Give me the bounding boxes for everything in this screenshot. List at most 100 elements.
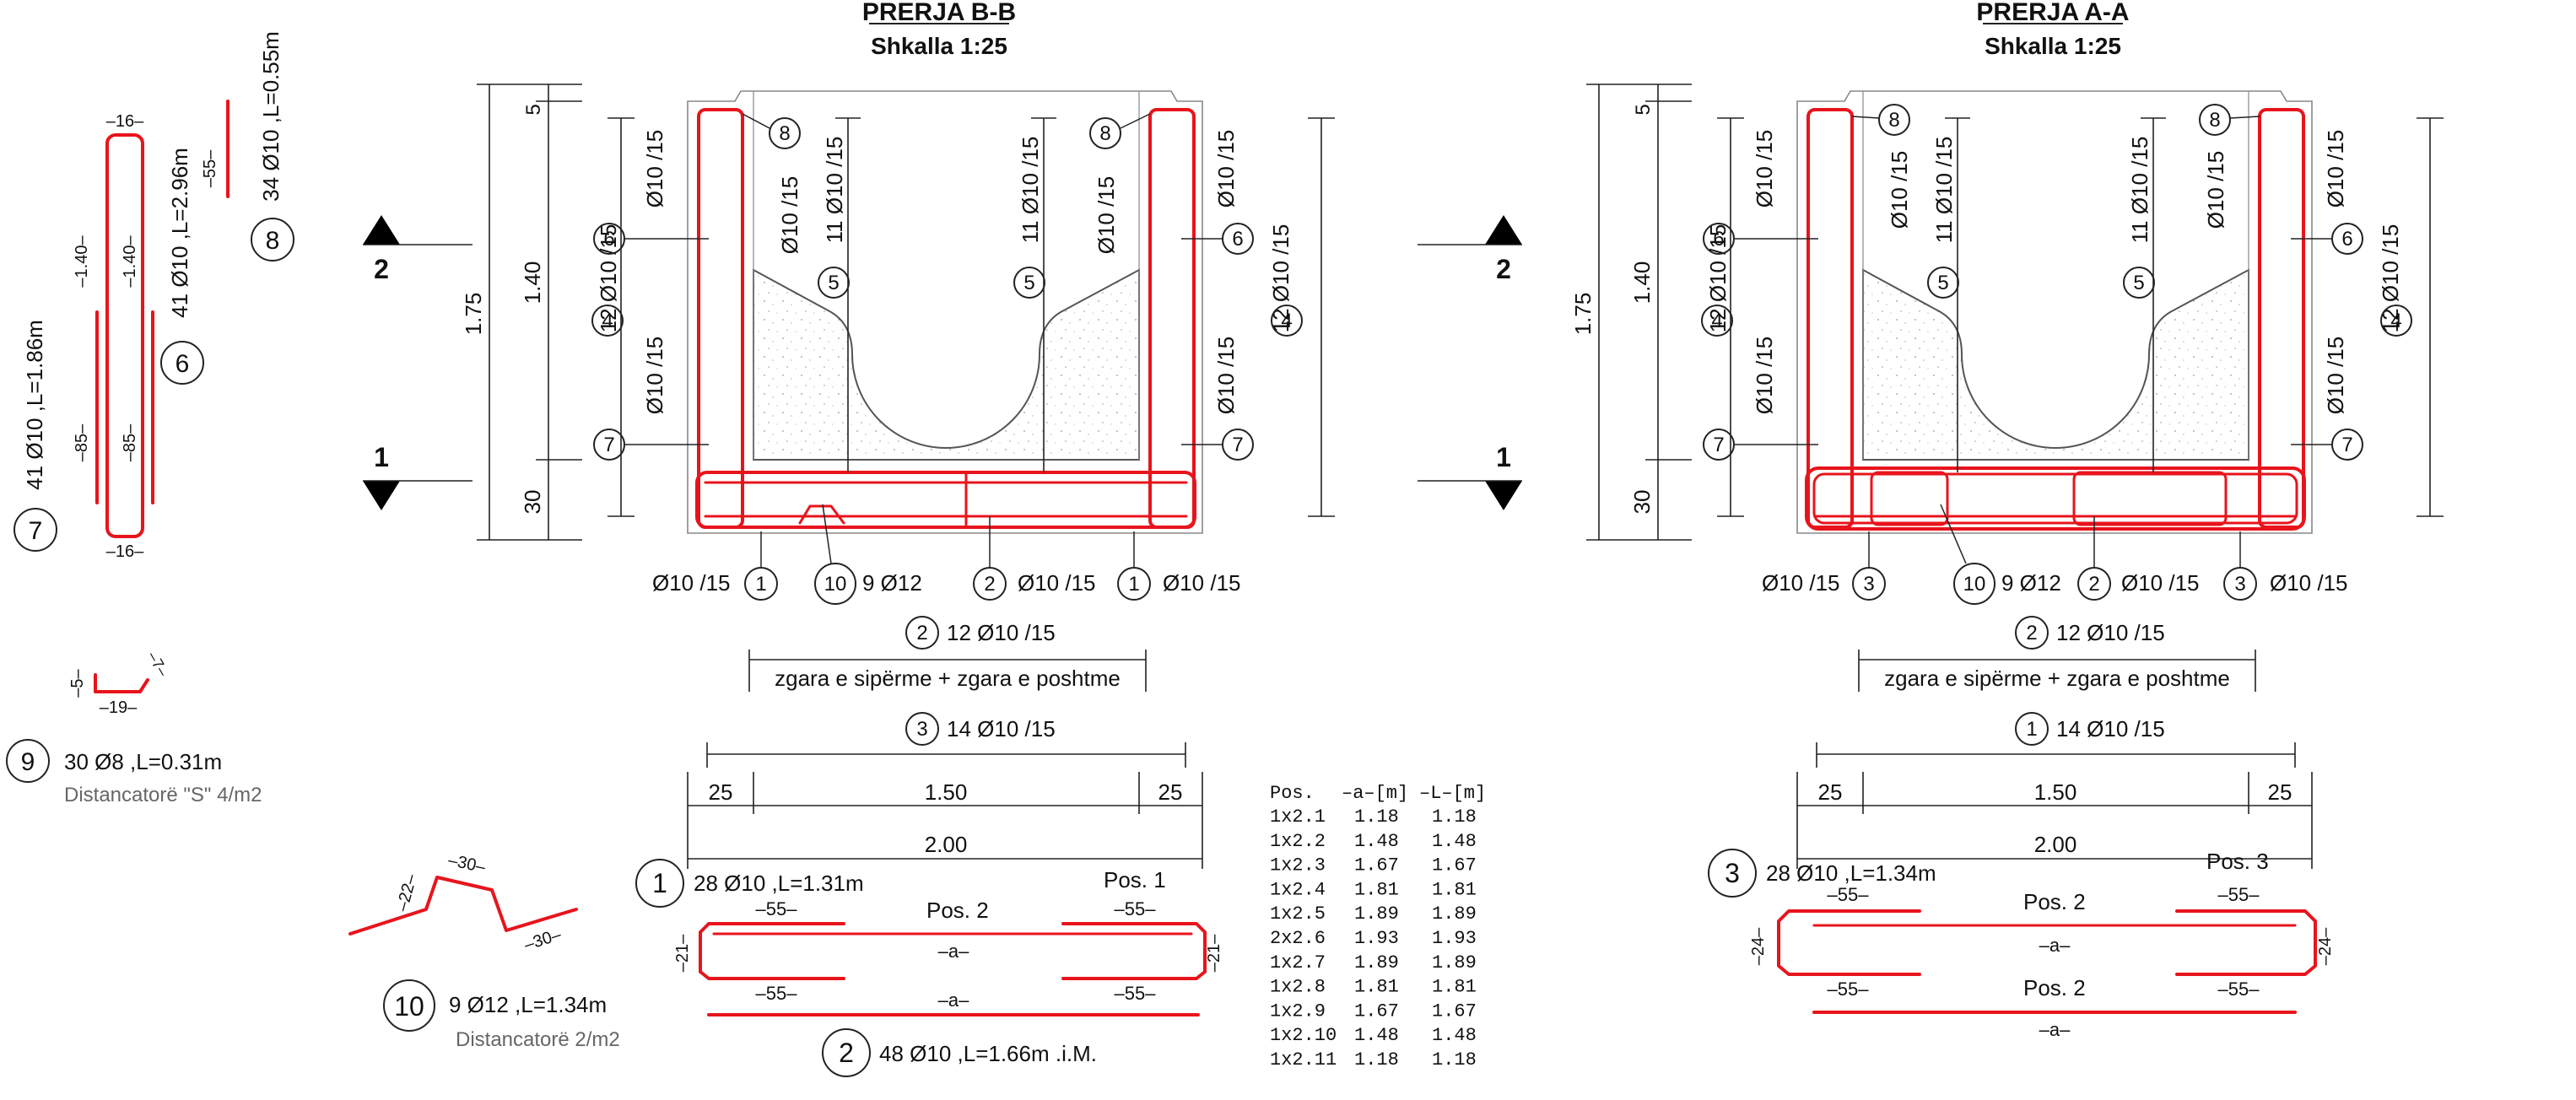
section-bb-title: PRERJA B-B (862, 0, 1016, 26)
table-cell-pos: 2x2.6 (1270, 928, 1326, 949)
bar-7-top-length: –16– (106, 112, 144, 131)
table-cell-a: 1.48 (1354, 1025, 1399, 1046)
section-mark-down-icon (1485, 481, 1522, 510)
dim-cover: 5 (1632, 104, 1655, 115)
position-number: 7 (1232, 434, 1243, 456)
bar-3-label: Pos. 3 (2206, 849, 2269, 874)
bar-9-hook: –7– (144, 649, 171, 679)
bar-6-side-length: –1.40– (121, 235, 139, 288)
table-cell-l: 1.18 (1432, 1049, 1477, 1070)
lap-length: –55– (1828, 979, 1870, 1000)
position-number: 5 (2133, 272, 2144, 294)
dim-slab: 30 (520, 490, 545, 515)
bar-7-description: 41 Ø10 ,L=1.86m (22, 320, 47, 490)
position-number: 3 (1725, 858, 1740, 888)
table-cell-a: 1.67 (1354, 855, 1399, 876)
bar-9-shape (94, 673, 149, 693)
table-cell-pos: 1x2.11 (1270, 1049, 1337, 1070)
table-cell-l: 1.67 (1432, 855, 1477, 876)
position-number: 4 (2390, 310, 2401, 332)
position-number: 6 (603, 228, 614, 251)
position-marker-10 (383, 979, 435, 1032)
bar-height: –21– (673, 934, 692, 972)
dim-25-right: 25 (2268, 779, 2292, 805)
table-cell-pos: 1x2.1 (1270, 806, 1326, 828)
position-number: 6 (1232, 228, 1243, 251)
table-cell-a: 1.93 (1354, 928, 1399, 949)
position-marker-2 (822, 1028, 871, 1077)
bar-2-description: 48 Ø10 ,L=1.66m .i.M. (879, 1041, 1097, 1066)
rebar-callout: 12 Ø10 /15 (596, 224, 621, 333)
position-number: 7 (29, 517, 43, 545)
table-cell-pos: 1x2.7 (1270, 952, 1326, 973)
table-cell-l: 1.89 (1432, 952, 1477, 973)
bar-10-note: Distancatorë 2/m2 (456, 1028, 620, 1051)
position-marker-6 (160, 341, 204, 385)
position-number: 2 (839, 1038, 854, 1068)
position-number: 8 (2209, 109, 2220, 132)
section-mark-label: 1 (1496, 442, 1511, 472)
rebar-callout: Ø10 /15 (2203, 151, 2228, 229)
dim-height-total: 1.75 (1570, 293, 1596, 336)
position-number: 4 (1281, 310, 1292, 332)
rebar-callout: Ø10 /15 (1213, 337, 1239, 415)
table-cell-l: 1.89 (1432, 903, 1477, 925)
dim-150: 1.50 (2034, 779, 2077, 805)
rebar-callout: 11 Ø10 /15 (2127, 137, 2152, 244)
table-cell-a: 1.89 (1354, 952, 1399, 973)
rebar-callout: 12 Ø10 /15 (2056, 620, 2165, 645)
rebar-callout: Ø10 /15 (1762, 570, 1840, 596)
section-aa-title: PRERJA A-A (1976, 0, 2129, 26)
rebar-callout: Ø10 /15 (642, 130, 667, 208)
rebar-callout: Ø10 /15 (652, 570, 731, 596)
position-number: 8 (1888, 109, 1899, 132)
bar-1-description: 28 Ø10 ,L=1.31m (694, 871, 864, 896)
rebar-callout: Ø10 /15 (1018, 570, 1096, 596)
position-number: 10 (824, 573, 847, 596)
table-cell-l: 1.48 (1432, 831, 1477, 852)
bar-8-length: –55– (201, 149, 219, 187)
rebar-callout: 9 Ø12 (2001, 570, 2061, 596)
rebar-callout: 11 Ø10 /15 (822, 137, 847, 244)
bar-9-base: –19– (100, 698, 138, 717)
section-aa-scale: Shkalla 1:25 (1985, 33, 2121, 59)
position-marker-9 (6, 739, 50, 783)
position-number: 1 (652, 868, 667, 898)
section-mark-up-icon (363, 215, 400, 245)
table-cell-pos: 1x2.8 (1270, 977, 1326, 998)
table-header: Pos. (1270, 783, 1315, 804)
bar-2-label: Pos. 2 (926, 898, 989, 923)
rebar-callout: Ø10 /15 (1887, 151, 1912, 229)
grid-note: zgara e sipërme + zgara e poshtme (775, 666, 1121, 691)
dim-cover: 5 (522, 104, 545, 115)
rebar-callout: Ø10 /15 (2323, 130, 2348, 208)
position-number: 6 (1713, 228, 1724, 251)
bar-height: –24– (2316, 927, 2335, 965)
bar-9-description: 30 Ø8 ,L=0.31m (64, 749, 222, 774)
table-cell-l: 1.67 (1432, 1000, 1477, 1022)
bar-6-leg-length: –85– (121, 423, 139, 461)
rebar-callout: 14 Ø10 /15 (947, 716, 1056, 741)
lap-length: –55– (2218, 884, 2260, 905)
bar-9-leg: –5– (68, 668, 87, 697)
position-number: 4 (602, 310, 613, 332)
position-number: 7 (1713, 434, 1724, 456)
position-number: 6 (2341, 228, 2352, 251)
position-number: 10 (1963, 573, 1986, 596)
table-cell-a: 1.89 (1354, 903, 1399, 925)
bar-6-description: 41 Ø10 ,L=2.96m (167, 148, 192, 318)
rebar-callout: Ø10 /15 (777, 176, 802, 255)
bar-a-length: –a– (2039, 935, 2071, 956)
table-cell-a: 1.81 (1354, 977, 1399, 998)
position-marker-3 (1708, 849, 1757, 898)
position-number: 5 (1937, 272, 1948, 294)
bar-7-side-length: –1.40– (73, 235, 91, 288)
lap-length: –55– (1828, 884, 1870, 905)
bar-height: –24– (1749, 927, 1768, 965)
position-marker-1 (635, 859, 684, 908)
bar-length-table: Pos. –a–[m] –L–[m] 1x2.1 1.18 1.18 1x2.2 1.4… (1270, 783, 1486, 1070)
position-number: 7 (603, 434, 614, 456)
bar-10-leg: –22– (393, 871, 421, 914)
bar-7-bottom-length: –16– (106, 542, 144, 561)
position-number: 9 (21, 748, 35, 776)
